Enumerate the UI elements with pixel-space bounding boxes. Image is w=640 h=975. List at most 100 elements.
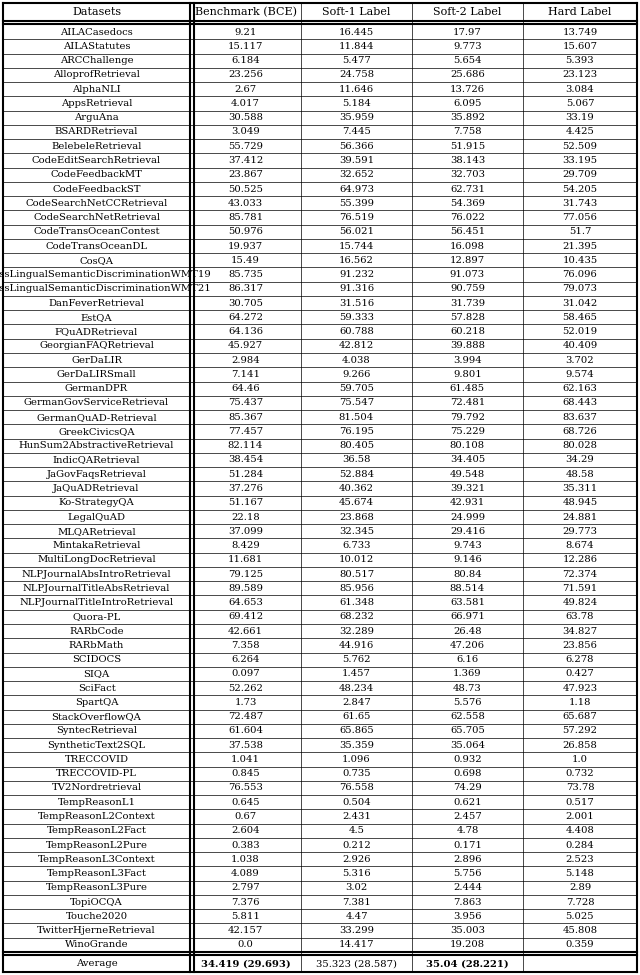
Text: AILACasedocs: AILACasedocs	[60, 27, 133, 37]
Text: 91.316: 91.316	[339, 285, 374, 293]
Text: 30.705: 30.705	[228, 298, 263, 307]
Text: 4.089: 4.089	[231, 869, 260, 878]
Text: 56.451: 56.451	[450, 227, 485, 236]
Text: 51.167: 51.167	[228, 498, 263, 507]
Text: 64.973: 64.973	[339, 184, 374, 193]
Text: 0.427: 0.427	[566, 670, 595, 679]
Text: 48.234: 48.234	[339, 683, 374, 692]
Text: TempReasonL1: TempReasonL1	[58, 798, 136, 806]
Text: 38.454: 38.454	[228, 455, 263, 464]
Text: 31.743: 31.743	[563, 199, 598, 208]
Text: 39.888: 39.888	[450, 341, 485, 350]
Text: 90.759: 90.759	[450, 285, 485, 293]
Text: 32.345: 32.345	[339, 526, 374, 536]
Text: 74.29: 74.29	[453, 784, 482, 793]
Text: TopiOCQA: TopiOCQA	[70, 898, 123, 907]
Text: CodeTransOceanContest: CodeTransOceanContest	[33, 227, 160, 236]
Text: 9.743: 9.743	[453, 541, 482, 550]
Text: 45.927: 45.927	[228, 341, 263, 350]
Text: 5.025: 5.025	[566, 912, 595, 920]
Text: 3.994: 3.994	[453, 356, 482, 365]
Text: 3.049: 3.049	[231, 128, 260, 137]
Text: 15.744: 15.744	[339, 242, 374, 251]
Text: 5.393: 5.393	[566, 57, 595, 65]
Text: 33.19: 33.19	[566, 113, 595, 122]
Text: 57.292: 57.292	[563, 726, 598, 735]
Text: 9.574: 9.574	[566, 370, 595, 379]
Text: 64.46: 64.46	[231, 384, 260, 393]
Text: TempReasonL3Pure: TempReasonL3Pure	[45, 883, 147, 892]
Text: GreekCivicsQA: GreekCivicsQA	[58, 427, 135, 436]
Text: 76.195: 76.195	[339, 427, 374, 436]
Text: CodeFeedbackMT: CodeFeedbackMT	[51, 171, 143, 179]
Text: 52.509: 52.509	[563, 141, 598, 151]
Text: 37.099: 37.099	[228, 526, 263, 536]
Text: 81.504: 81.504	[339, 412, 374, 422]
Text: 3.702: 3.702	[566, 356, 595, 365]
Text: 42.157: 42.157	[228, 926, 263, 935]
Text: 24.881: 24.881	[563, 513, 598, 522]
Text: CodeFeedbackST: CodeFeedbackST	[52, 184, 141, 193]
Text: 40.409: 40.409	[563, 341, 598, 350]
Text: 51.915: 51.915	[450, 141, 485, 151]
Text: 55.729: 55.729	[228, 141, 263, 151]
Text: 16.445: 16.445	[339, 27, 374, 37]
Text: 34.419 (29.693): 34.419 (29.693)	[200, 959, 291, 968]
Text: 39.591: 39.591	[339, 156, 374, 165]
Text: 3.084: 3.084	[566, 85, 595, 94]
Text: 45.674: 45.674	[339, 498, 374, 507]
Text: GerDaLIR: GerDaLIR	[71, 356, 122, 365]
Text: 85.735: 85.735	[228, 270, 263, 279]
Text: 54.369: 54.369	[450, 199, 485, 208]
Text: 69.412: 69.412	[228, 612, 263, 621]
Text: 75.229: 75.229	[450, 427, 485, 436]
Text: 2.926: 2.926	[342, 855, 371, 864]
Text: 23.123: 23.123	[563, 70, 598, 79]
Text: 76.558: 76.558	[339, 784, 374, 793]
Text: 31.042: 31.042	[563, 298, 598, 307]
Text: ARCChallenge: ARCChallenge	[60, 57, 133, 65]
Text: 75.547: 75.547	[339, 399, 374, 408]
Text: 0.359: 0.359	[566, 940, 595, 950]
Text: 57.828: 57.828	[450, 313, 485, 322]
Text: 80.108: 80.108	[450, 442, 485, 450]
Text: 0.67: 0.67	[234, 812, 257, 821]
Text: NLPJournalTitleIntroRetrieval: NLPJournalTitleIntroRetrieval	[19, 598, 173, 607]
Text: 5.184: 5.184	[342, 98, 371, 108]
Text: 86.317: 86.317	[228, 285, 263, 293]
Text: 79.125: 79.125	[228, 569, 263, 578]
Text: 49.824: 49.824	[563, 598, 598, 607]
Text: 15.607: 15.607	[563, 42, 598, 51]
Text: 3.02: 3.02	[346, 883, 367, 892]
Text: CodeEditSearchRetrieval: CodeEditSearchRetrieval	[32, 156, 161, 165]
Text: 4.78: 4.78	[456, 826, 479, 836]
Text: 63.581: 63.581	[450, 598, 485, 607]
Text: 35.359: 35.359	[339, 741, 374, 750]
Text: 7.758: 7.758	[453, 128, 482, 137]
Text: 88.514: 88.514	[450, 584, 485, 593]
Text: NLPJournalAbsIntroRetrieval: NLPJournalAbsIntroRetrieval	[22, 569, 172, 578]
Text: Quora-PL: Quora-PL	[72, 612, 120, 621]
Text: 91.232: 91.232	[339, 270, 374, 279]
Text: 9.773: 9.773	[453, 42, 482, 51]
Text: 48.58: 48.58	[566, 470, 595, 479]
Text: 6.184: 6.184	[231, 57, 260, 65]
Text: 9.266: 9.266	[342, 370, 371, 379]
Text: 26.48: 26.48	[453, 627, 482, 636]
Text: 10.435: 10.435	[563, 255, 598, 265]
Text: 7.141: 7.141	[231, 370, 260, 379]
Text: 76.553: 76.553	[228, 784, 263, 793]
Text: 47.923: 47.923	[563, 683, 598, 692]
Text: Benchmark (BCE): Benchmark (BCE)	[195, 7, 296, 18]
Text: BelebeleRetrieval: BelebeleRetrieval	[51, 141, 141, 151]
Text: 61.348: 61.348	[339, 598, 374, 607]
Text: 13.749: 13.749	[563, 27, 598, 37]
Text: 5.477: 5.477	[342, 57, 371, 65]
Text: 21.395: 21.395	[563, 242, 598, 251]
Text: 34.405: 34.405	[450, 455, 485, 464]
Text: AlphaNLI: AlphaNLI	[72, 85, 121, 94]
Text: 79.073: 79.073	[563, 285, 598, 293]
Text: 72.374: 72.374	[563, 569, 598, 578]
Text: 3.956: 3.956	[453, 912, 482, 920]
Text: 32.703: 32.703	[450, 171, 485, 179]
